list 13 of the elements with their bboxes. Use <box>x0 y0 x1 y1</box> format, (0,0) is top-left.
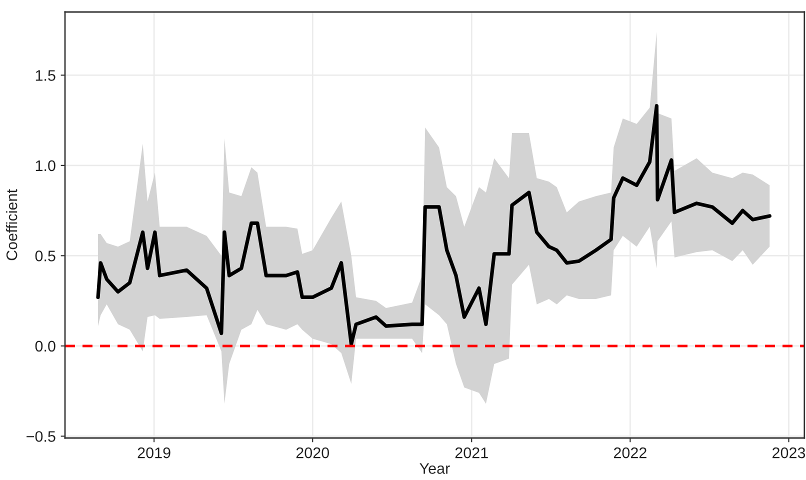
y-tick-label: 1.0 <box>36 160 56 172</box>
line-series <box>96 104 772 346</box>
x-tick-label: 2022 <box>614 447 646 458</box>
x-tick-label: 2023 <box>772 447 806 458</box>
x-tick-label: 2019 <box>138 447 170 458</box>
y-tick-label: −0.5 <box>26 431 56 442</box>
y-axis-title: Coefficient <box>6 189 18 260</box>
y-tick-label: 1.5 <box>36 70 56 81</box>
x-tick-label: 2021 <box>455 447 488 458</box>
y-tick-label: 0.0 <box>35 340 56 352</box>
x-axis-title: Year <box>420 463 450 474</box>
x-tick-label: 2020 <box>296 447 330 458</box>
y-tick-label: 0.5 <box>35 250 56 262</box>
